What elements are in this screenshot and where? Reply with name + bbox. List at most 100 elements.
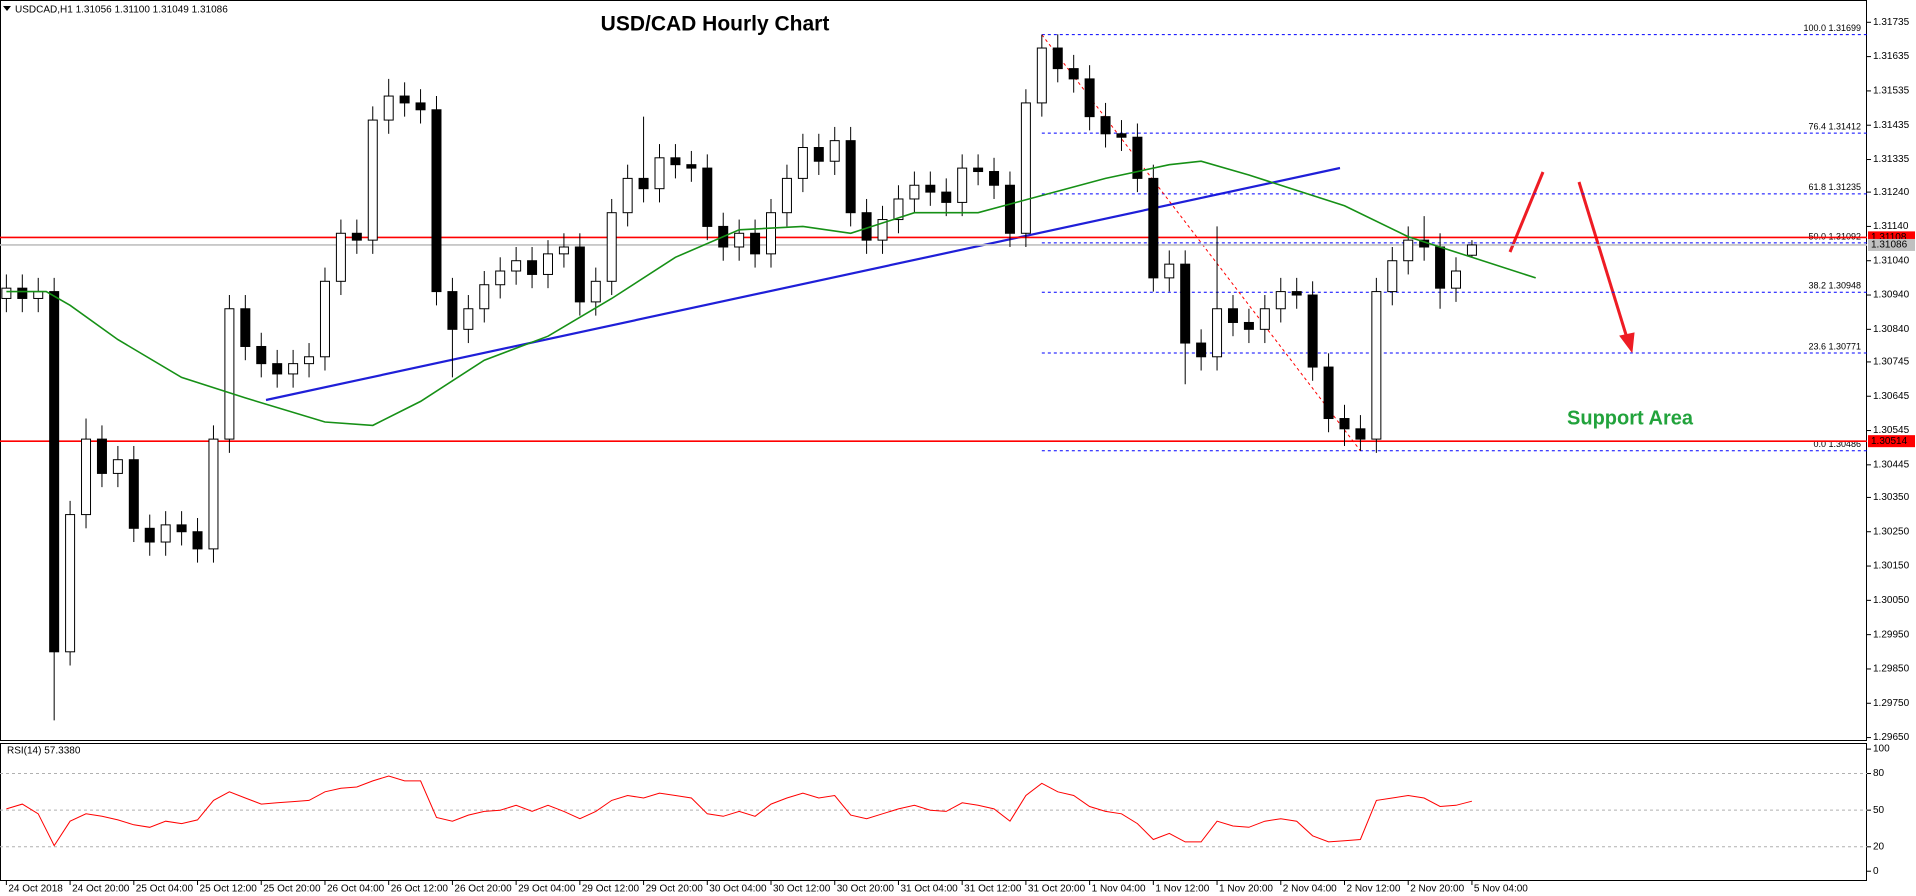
candle-body [973, 167, 984, 173]
candle-body [1180, 263, 1191, 344]
x-tick-label: 30 Oct 20:00 [837, 884, 895, 895]
candle-body [1451, 270, 1462, 289]
candle-body [1100, 116, 1111, 135]
candle-body [128, 459, 139, 529]
candle-body [240, 308, 251, 347]
candle-body [463, 308, 474, 330]
candle-body [1, 287, 12, 299]
x-tick-label: 30 Oct 12:00 [773, 884, 831, 895]
candle-body [1132, 136, 1143, 179]
candle-body [1339, 418, 1350, 430]
candle-body [989, 171, 1000, 186]
candle-body [447, 291, 458, 330]
candle-body [1148, 177, 1159, 279]
fib-label: 76.4 1.31412 [1808, 121, 1861, 131]
candle-body [781, 177, 792, 214]
candle-body [622, 177, 633, 214]
candle-body [941, 191, 952, 203]
x-tick-label: 2 Nov 20:00 [1410, 884, 1464, 895]
x-tick-label: 31 Oct 04:00 [900, 884, 958, 895]
y-tick-label: 1.31635 [1873, 51, 1910, 62]
candle-body [1243, 321, 1254, 330]
candle-body [574, 246, 585, 303]
candle-body [272, 363, 283, 375]
candle-body [1371, 291, 1382, 440]
x-tick-label: 5 Nov 04:00 [1474, 884, 1528, 895]
x-tick-label: 29 Oct 12:00 [582, 884, 640, 895]
x-tick-label: 25 Oct 20:00 [263, 884, 321, 895]
candle-body [1275, 291, 1286, 310]
candle-body [511, 260, 522, 272]
candle-body [383, 95, 394, 121]
arrows [1508, 171, 1635, 354]
rsi-y-tick-label: 100 [1873, 744, 1890, 755]
candle-body [925, 184, 936, 193]
candle-body [1403, 239, 1414, 262]
y-tick-label: 1.30940 [1873, 290, 1910, 301]
y-tick-label: 1.29650 [1873, 732, 1910, 743]
y-tick-label: 1.29950 [1873, 629, 1910, 640]
x-tick-label: 31 Oct 12:00 [964, 884, 1022, 895]
fib-label: 50.0 1.31092 [1808, 231, 1861, 241]
y-tick-label: 1.30250 [1873, 526, 1910, 537]
y-tick-label: 1.30745 [1873, 357, 1910, 368]
candle-body [192, 531, 203, 550]
rsi-y-tick-label: 80 [1873, 768, 1885, 779]
y-tick-label: 1.30050 [1873, 595, 1910, 606]
candle-body [304, 356, 315, 365]
candle-body [81, 438, 92, 516]
candle-body [638, 177, 649, 190]
x-tick-label: 2 Nov 04:00 [1283, 884, 1337, 895]
x-tick-label: 24 Oct 20:00 [72, 884, 130, 895]
rsi-line [6, 775, 1473, 847]
candle-body [1020, 102, 1031, 234]
candle-body [829, 140, 840, 162]
symbol-info: USDCAD,H1 1.31056 1.31100 1.31049 1.3108… [15, 5, 228, 16]
y-tick-label: 1.31335 [1873, 154, 1910, 165]
candle-body [1036, 47, 1047, 104]
y-tick-label: 1.29750 [1873, 698, 1910, 709]
symbol-menu-icon [3, 6, 11, 11]
x-tick-label: 25 Oct 04:00 [136, 884, 194, 895]
y-tick-label: 1.31040 [1873, 255, 1910, 266]
candle-body [33, 291, 44, 299]
price-tag-label: 1.31086 [1871, 240, 1908, 251]
candle-body [431, 109, 442, 293]
candle-body [797, 147, 808, 179]
candle-body [160, 524, 171, 543]
candle-body [1323, 366, 1334, 420]
y-tick-label: 1.30545 [1873, 425, 1910, 436]
candle-body [909, 184, 920, 200]
candle-body [479, 284, 490, 310]
y-tick-label: 1.31240 [1873, 187, 1910, 198]
candle-body [415, 102, 426, 111]
candle-body [176, 524, 187, 533]
candle-body [1068, 68, 1079, 80]
candle-body [527, 260, 538, 275]
candle-body [813, 147, 824, 162]
x-tick-label: 29 Oct 20:00 [646, 884, 704, 895]
x-tick-label: 26 Oct 04:00 [327, 884, 385, 895]
rsi-panel [0, 743, 1867, 881]
x-tick-label: 25 Oct 12:00 [200, 884, 258, 895]
y-tick-label: 1.31140 [1873, 221, 1909, 232]
y-tick-label: 1.30840 [1873, 324, 1910, 335]
candle-body [670, 157, 681, 166]
candle-body [1355, 428, 1366, 440]
candle-body [1196, 342, 1207, 358]
rsi-y-tick-label: 0 [1873, 866, 1879, 877]
candle-body [766, 212, 777, 255]
candle-body [112, 459, 123, 474]
price-tag [1868, 435, 1915, 448]
x-tick-label: 26 Oct 20:00 [454, 884, 512, 895]
candle-body [335, 232, 346, 282]
candle-body [1291, 291, 1302, 296]
y-tick-label: 1.30445 [1873, 459, 1910, 470]
candle-body [1212, 308, 1223, 358]
candle-body [1164, 263, 1175, 279]
candle-body [1435, 246, 1446, 289]
candle-body [558, 246, 569, 255]
candle-body [1466, 244, 1477, 256]
candle-body [750, 232, 761, 255]
candle-body [144, 527, 155, 543]
